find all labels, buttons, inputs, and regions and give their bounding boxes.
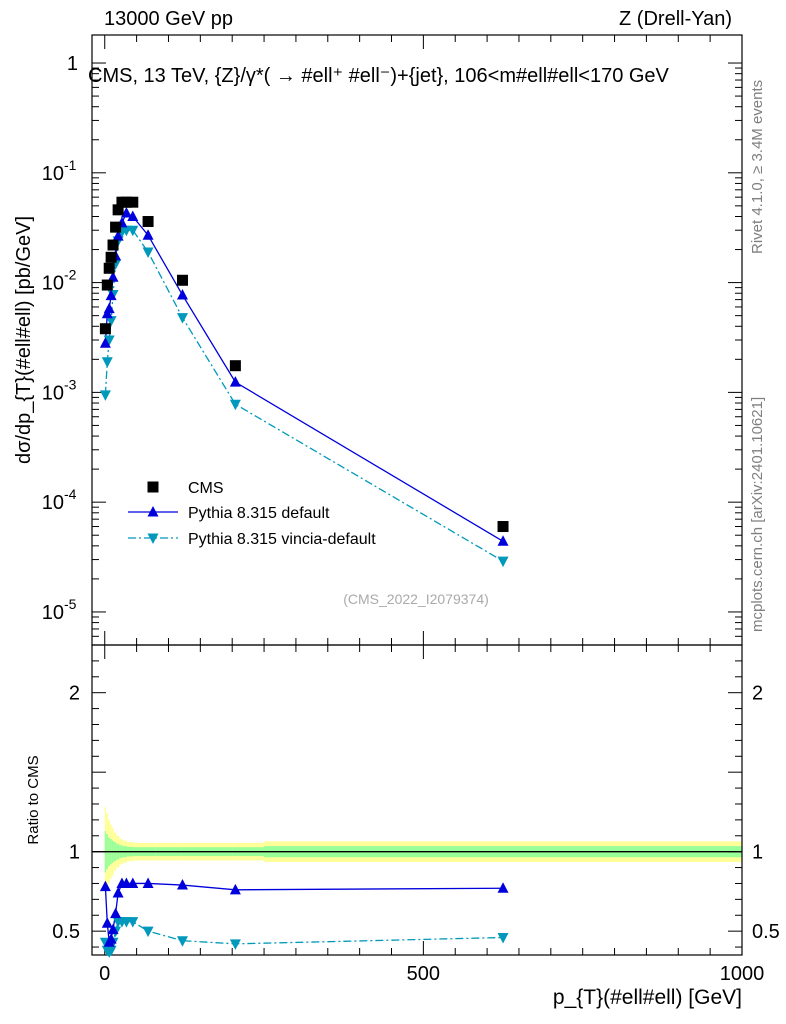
- default-ratio-point: [110, 907, 122, 919]
- y-axis-title: dσ/dp_{T}(#ell#ell) [pb/GeV]: [13, 216, 35, 464]
- x-axis-title: p_{T}(#ell#ell) [GeV]: [553, 986, 742, 1009]
- y-tick-exponent: -3: [64, 376, 77, 392]
- vincia-point: [101, 357, 113, 368]
- default-point: [127, 210, 139, 221]
- y-tick-label: 10: [42, 492, 64, 514]
- cms-point: [99, 323, 111, 335]
- cms-point: [127, 196, 139, 208]
- cms-point: [229, 360, 241, 372]
- vincia-point: [103, 335, 115, 346]
- default-ratio-point: [176, 879, 188, 890]
- cms-point: [101, 279, 113, 291]
- y-tick-exponent: -5: [64, 596, 77, 612]
- y-tick-exponent: -4: [64, 486, 77, 502]
- vincia-point: [142, 247, 154, 258]
- vincia-point: [229, 399, 241, 411]
- default-point: [107, 271, 119, 282]
- vincia-line: [104, 229, 504, 562]
- ratio-plot-frame: [91, 644, 743, 956]
- default-ratio-point: [101, 917, 113, 928]
- vincia-ratio-point: [142, 926, 154, 938]
- main-plot-frame: [91, 34, 743, 646]
- analysis-watermark: (CMS_2022_I2079374): [343, 591, 489, 607]
- default-ratio-point: [105, 933, 117, 944]
- default-ratio-point: [497, 882, 509, 893]
- default-point: [497, 535, 509, 546]
- legend-label-1: Pythia 8.315 default: [188, 505, 330, 522]
- cms-point: [110, 221, 122, 233]
- default-point: [103, 302, 115, 314]
- default-point: [229, 376, 241, 387]
- default-ratio-line: [104, 882, 504, 945]
- ratio-tick-label-right: 1: [752, 842, 763, 864]
- ratio-tick-label: 0.5: [52, 921, 80, 943]
- cms-point: [176, 274, 188, 286]
- default-point: [120, 207, 132, 218]
- ratio-tick-label-right: 2: [752, 683, 763, 705]
- vincia-ratio-point: [127, 917, 139, 928]
- vincia-point: [127, 225, 139, 237]
- default-line: [104, 212, 504, 542]
- cms-point: [103, 262, 115, 274]
- ratio-tick-label: 1: [69, 842, 80, 864]
- vincia-ratio-point: [176, 936, 188, 947]
- y-tick-exponent: -1: [64, 157, 77, 173]
- y-tick-label: 10: [42, 273, 64, 295]
- default-ratio-point: [127, 877, 139, 888]
- vincia-point: [99, 390, 111, 401]
- default-point: [176, 289, 188, 300]
- ratio-tick-label: 2: [69, 683, 80, 705]
- legend-label-2: Pythia 8.315 vincia-default: [188, 531, 376, 548]
- default-point: [142, 229, 154, 240]
- y-tick-label: 1: [67, 53, 78, 75]
- channel-label: Z (Drell-Yan): [619, 8, 732, 30]
- x-tick-label: 500: [407, 963, 440, 985]
- ratio-axis-title: Ratio to CMS: [25, 755, 42, 844]
- cms-point: [142, 216, 154, 228]
- default-point: [99, 337, 111, 348]
- process-label: 13000 GeV pp: [104, 8, 233, 30]
- default-point: [112, 230, 124, 241]
- vincia-point: [105, 316, 117, 327]
- vincia-ratio-line: [104, 920, 504, 953]
- vincia-ratio-point: [229, 939, 241, 950]
- y-tick-label: 10: [42, 382, 64, 404]
- ratio-tick-label-right: 0.5: [752, 921, 780, 943]
- legend-vincia-marker: [147, 533, 159, 544]
- vincia-ratio-point: [105, 945, 117, 957]
- x-tick-label: 1000: [720, 963, 765, 985]
- cms-point: [112, 204, 124, 216]
- y-tick-exponent: -2: [64, 267, 77, 283]
- default-ratio-point: [112, 887, 124, 898]
- default-ratio-point: [107, 923, 119, 935]
- default-ratio-point: [142, 877, 154, 888]
- vincia-point: [176, 313, 188, 324]
- legend-cms-marker: [147, 481, 159, 493]
- cms-point: [107, 239, 119, 251]
- vincia-ratio-point: [497, 933, 509, 944]
- legend-label-0: CMS: [188, 480, 224, 497]
- legend-default-marker: [147, 506, 159, 517]
- default-ratio-point: [99, 880, 111, 892]
- cms-point: [120, 196, 132, 208]
- vincia-point: [497, 556, 509, 568]
- default-point: [105, 289, 117, 301]
- plot-title: CMS, 13 TeV, {Z}/γ*( → #ell⁺ #ell⁻)+{jet…: [88, 65, 670, 87]
- cms-point: [105, 251, 117, 263]
- x-tick-label: 0: [99, 963, 110, 985]
- cms-point: [497, 521, 509, 533]
- default-ratio-point: [229, 883, 241, 895]
- y-tick-label: 10: [42, 163, 64, 185]
- y-tick-label: 10: [42, 602, 64, 624]
